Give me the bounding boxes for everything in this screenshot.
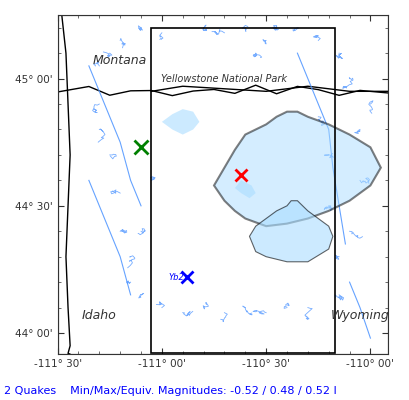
Polygon shape [162,109,199,134]
Text: Montana: Montana [93,54,147,67]
Text: Yellowstone National Park: Yellowstone National Park [161,74,287,84]
Text: 2 Quakes    Min/Max/Equiv. Magnitudes: -0.52 / 0.48 / 0.52 I: 2 Quakes Min/Max/Equiv. Magnitudes: -0.5… [4,386,336,396]
Polygon shape [249,201,332,262]
Bar [151,28,334,353]
Text: Idaho: Idaho [82,309,117,322]
Polygon shape [234,180,255,198]
Text: Yb2: Yb2 [169,272,184,282]
Polygon shape [213,112,380,226]
Text: Wyoming: Wyoming [330,309,389,322]
